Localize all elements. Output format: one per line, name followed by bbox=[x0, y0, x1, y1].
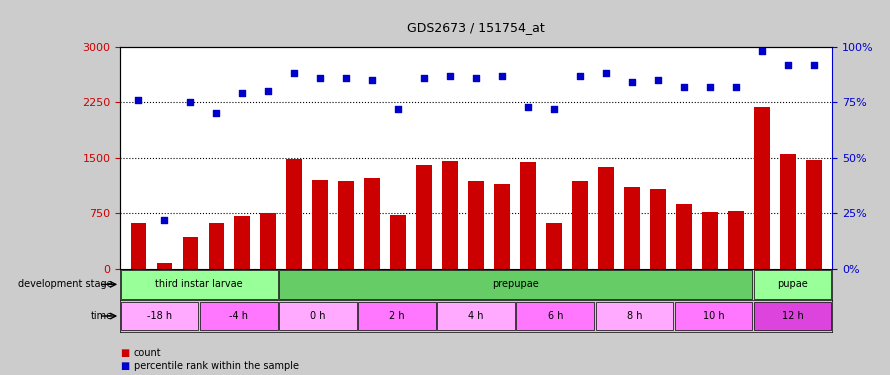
Text: 6 h: 6 h bbox=[547, 311, 563, 321]
Bar bbox=[364, 178, 380, 268]
Point bbox=[521, 104, 535, 110]
Point bbox=[807, 62, 821, 68]
Point bbox=[703, 84, 717, 90]
Bar bbox=[624, 187, 640, 268]
Point bbox=[651, 77, 665, 83]
Text: GDS2673 / 151754_at: GDS2673 / 151754_at bbox=[408, 21, 545, 34]
Text: -4 h: -4 h bbox=[230, 311, 248, 321]
Point bbox=[625, 80, 639, 86]
Bar bbox=[121, 302, 198, 330]
Bar bbox=[338, 182, 354, 268]
Point bbox=[495, 73, 509, 79]
Bar bbox=[200, 302, 278, 330]
Text: ■: ■ bbox=[120, 348, 129, 358]
Bar bbox=[702, 212, 718, 268]
Bar bbox=[234, 216, 250, 268]
Text: pupae: pupae bbox=[777, 279, 808, 290]
Bar bbox=[417, 165, 432, 268]
Bar bbox=[359, 302, 436, 330]
Point bbox=[365, 77, 379, 83]
Point bbox=[313, 75, 328, 81]
Text: 8 h: 8 h bbox=[627, 311, 642, 321]
Bar bbox=[546, 223, 562, 268]
Bar bbox=[287, 159, 302, 268]
Point bbox=[781, 62, 795, 68]
Point bbox=[261, 88, 275, 94]
Text: development stage: development stage bbox=[19, 279, 113, 290]
Bar bbox=[468, 182, 484, 268]
Bar bbox=[494, 184, 510, 268]
Bar bbox=[442, 160, 458, 268]
Bar bbox=[598, 167, 614, 268]
Point bbox=[339, 75, 353, 81]
Bar bbox=[279, 302, 357, 330]
Bar bbox=[261, 213, 276, 268]
Bar bbox=[651, 189, 666, 268]
Point bbox=[158, 217, 172, 223]
Bar bbox=[572, 182, 588, 268]
Point bbox=[235, 90, 249, 96]
Point bbox=[443, 73, 457, 79]
Point bbox=[417, 75, 432, 81]
Point bbox=[599, 70, 613, 76]
Bar bbox=[595, 302, 673, 330]
Bar bbox=[279, 270, 752, 298]
Point bbox=[469, 75, 483, 81]
Text: 4 h: 4 h bbox=[468, 311, 484, 321]
Point bbox=[131, 97, 145, 103]
Bar bbox=[806, 160, 821, 268]
Bar bbox=[391, 214, 406, 268]
Text: 10 h: 10 h bbox=[703, 311, 724, 321]
Point bbox=[573, 73, 587, 79]
Point bbox=[677, 84, 692, 90]
Bar bbox=[754, 302, 831, 330]
Point bbox=[209, 110, 223, 116]
Point bbox=[391, 106, 405, 112]
Point bbox=[183, 99, 198, 105]
Text: time: time bbox=[91, 311, 113, 321]
Bar bbox=[754, 270, 831, 298]
Bar bbox=[312, 180, 328, 268]
Text: prepupae: prepupae bbox=[492, 279, 539, 290]
Bar bbox=[675, 302, 752, 330]
Text: ■: ■ bbox=[120, 361, 129, 371]
Point bbox=[729, 84, 743, 90]
Bar bbox=[121, 270, 278, 298]
Text: -18 h: -18 h bbox=[147, 311, 173, 321]
Bar bbox=[516, 302, 594, 330]
Text: 12 h: 12 h bbox=[781, 311, 804, 321]
Bar bbox=[521, 162, 536, 268]
Bar bbox=[437, 302, 515, 330]
Text: count: count bbox=[134, 348, 161, 358]
Text: third instar larvae: third instar larvae bbox=[156, 279, 243, 290]
Bar bbox=[754, 108, 770, 268]
Bar bbox=[781, 154, 796, 268]
Bar bbox=[182, 237, 198, 268]
Text: percentile rank within the sample: percentile rank within the sample bbox=[134, 361, 298, 371]
Text: 0 h: 0 h bbox=[311, 311, 326, 321]
Text: 2 h: 2 h bbox=[389, 311, 405, 321]
Bar bbox=[208, 223, 224, 268]
Bar bbox=[131, 223, 146, 268]
Point bbox=[755, 48, 769, 54]
Bar bbox=[728, 211, 744, 268]
Bar bbox=[157, 262, 172, 268]
Bar bbox=[676, 204, 692, 268]
Point bbox=[287, 70, 302, 76]
Point bbox=[547, 106, 562, 112]
